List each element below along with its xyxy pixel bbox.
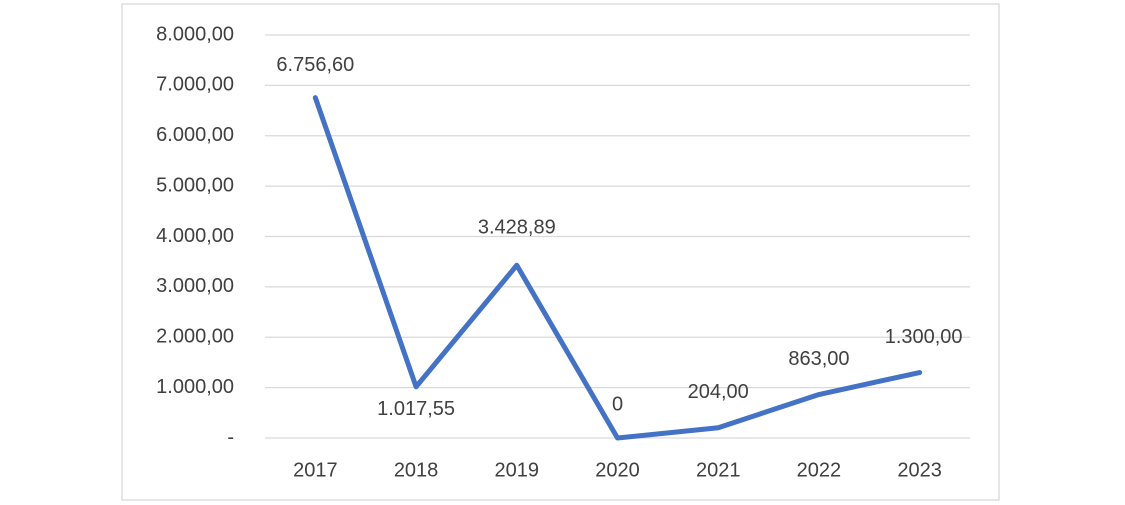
data-label: 6.756,60	[276, 54, 354, 76]
data-line	[312, 95, 923, 441]
data-label: 204,00	[688, 381, 749, 403]
data-label: 1.300,00	[885, 326, 963, 348]
y-tick-label: 8.000,00	[156, 23, 234, 45]
data-label: 863,00	[788, 348, 849, 370]
x-tick-label: 2021	[696, 459, 741, 481]
y-tick-label: 4.000,00	[156, 225, 234, 247]
y-tick-label: 1.000,00	[156, 376, 234, 398]
data-label: 3.428,89	[478, 217, 556, 239]
y-tick-label: 5.000,00	[156, 174, 234, 196]
y-tick-label: 3.000,00	[156, 275, 234, 297]
x-tick-label: 2022	[797, 459, 842, 481]
x-tick-label: 2019	[495, 459, 540, 481]
chart-border	[121, 3, 1000, 501]
y-tick-label: 2.000,00	[156, 326, 234, 348]
x-tick-label: 2020	[595, 459, 640, 481]
y-tick-label: 7.000,00	[156, 74, 234, 96]
y-tick-label: -	[227, 426, 234, 448]
x-tick-label: 2017	[293, 459, 338, 481]
data-label: 1.017,55	[377, 398, 455, 420]
data-label: 0	[612, 393, 623, 415]
x-tick-label: 2023	[897, 459, 942, 481]
x-tick-label: 2018	[394, 459, 439, 481]
y-tick-label: 6.000,00	[156, 124, 234, 146]
